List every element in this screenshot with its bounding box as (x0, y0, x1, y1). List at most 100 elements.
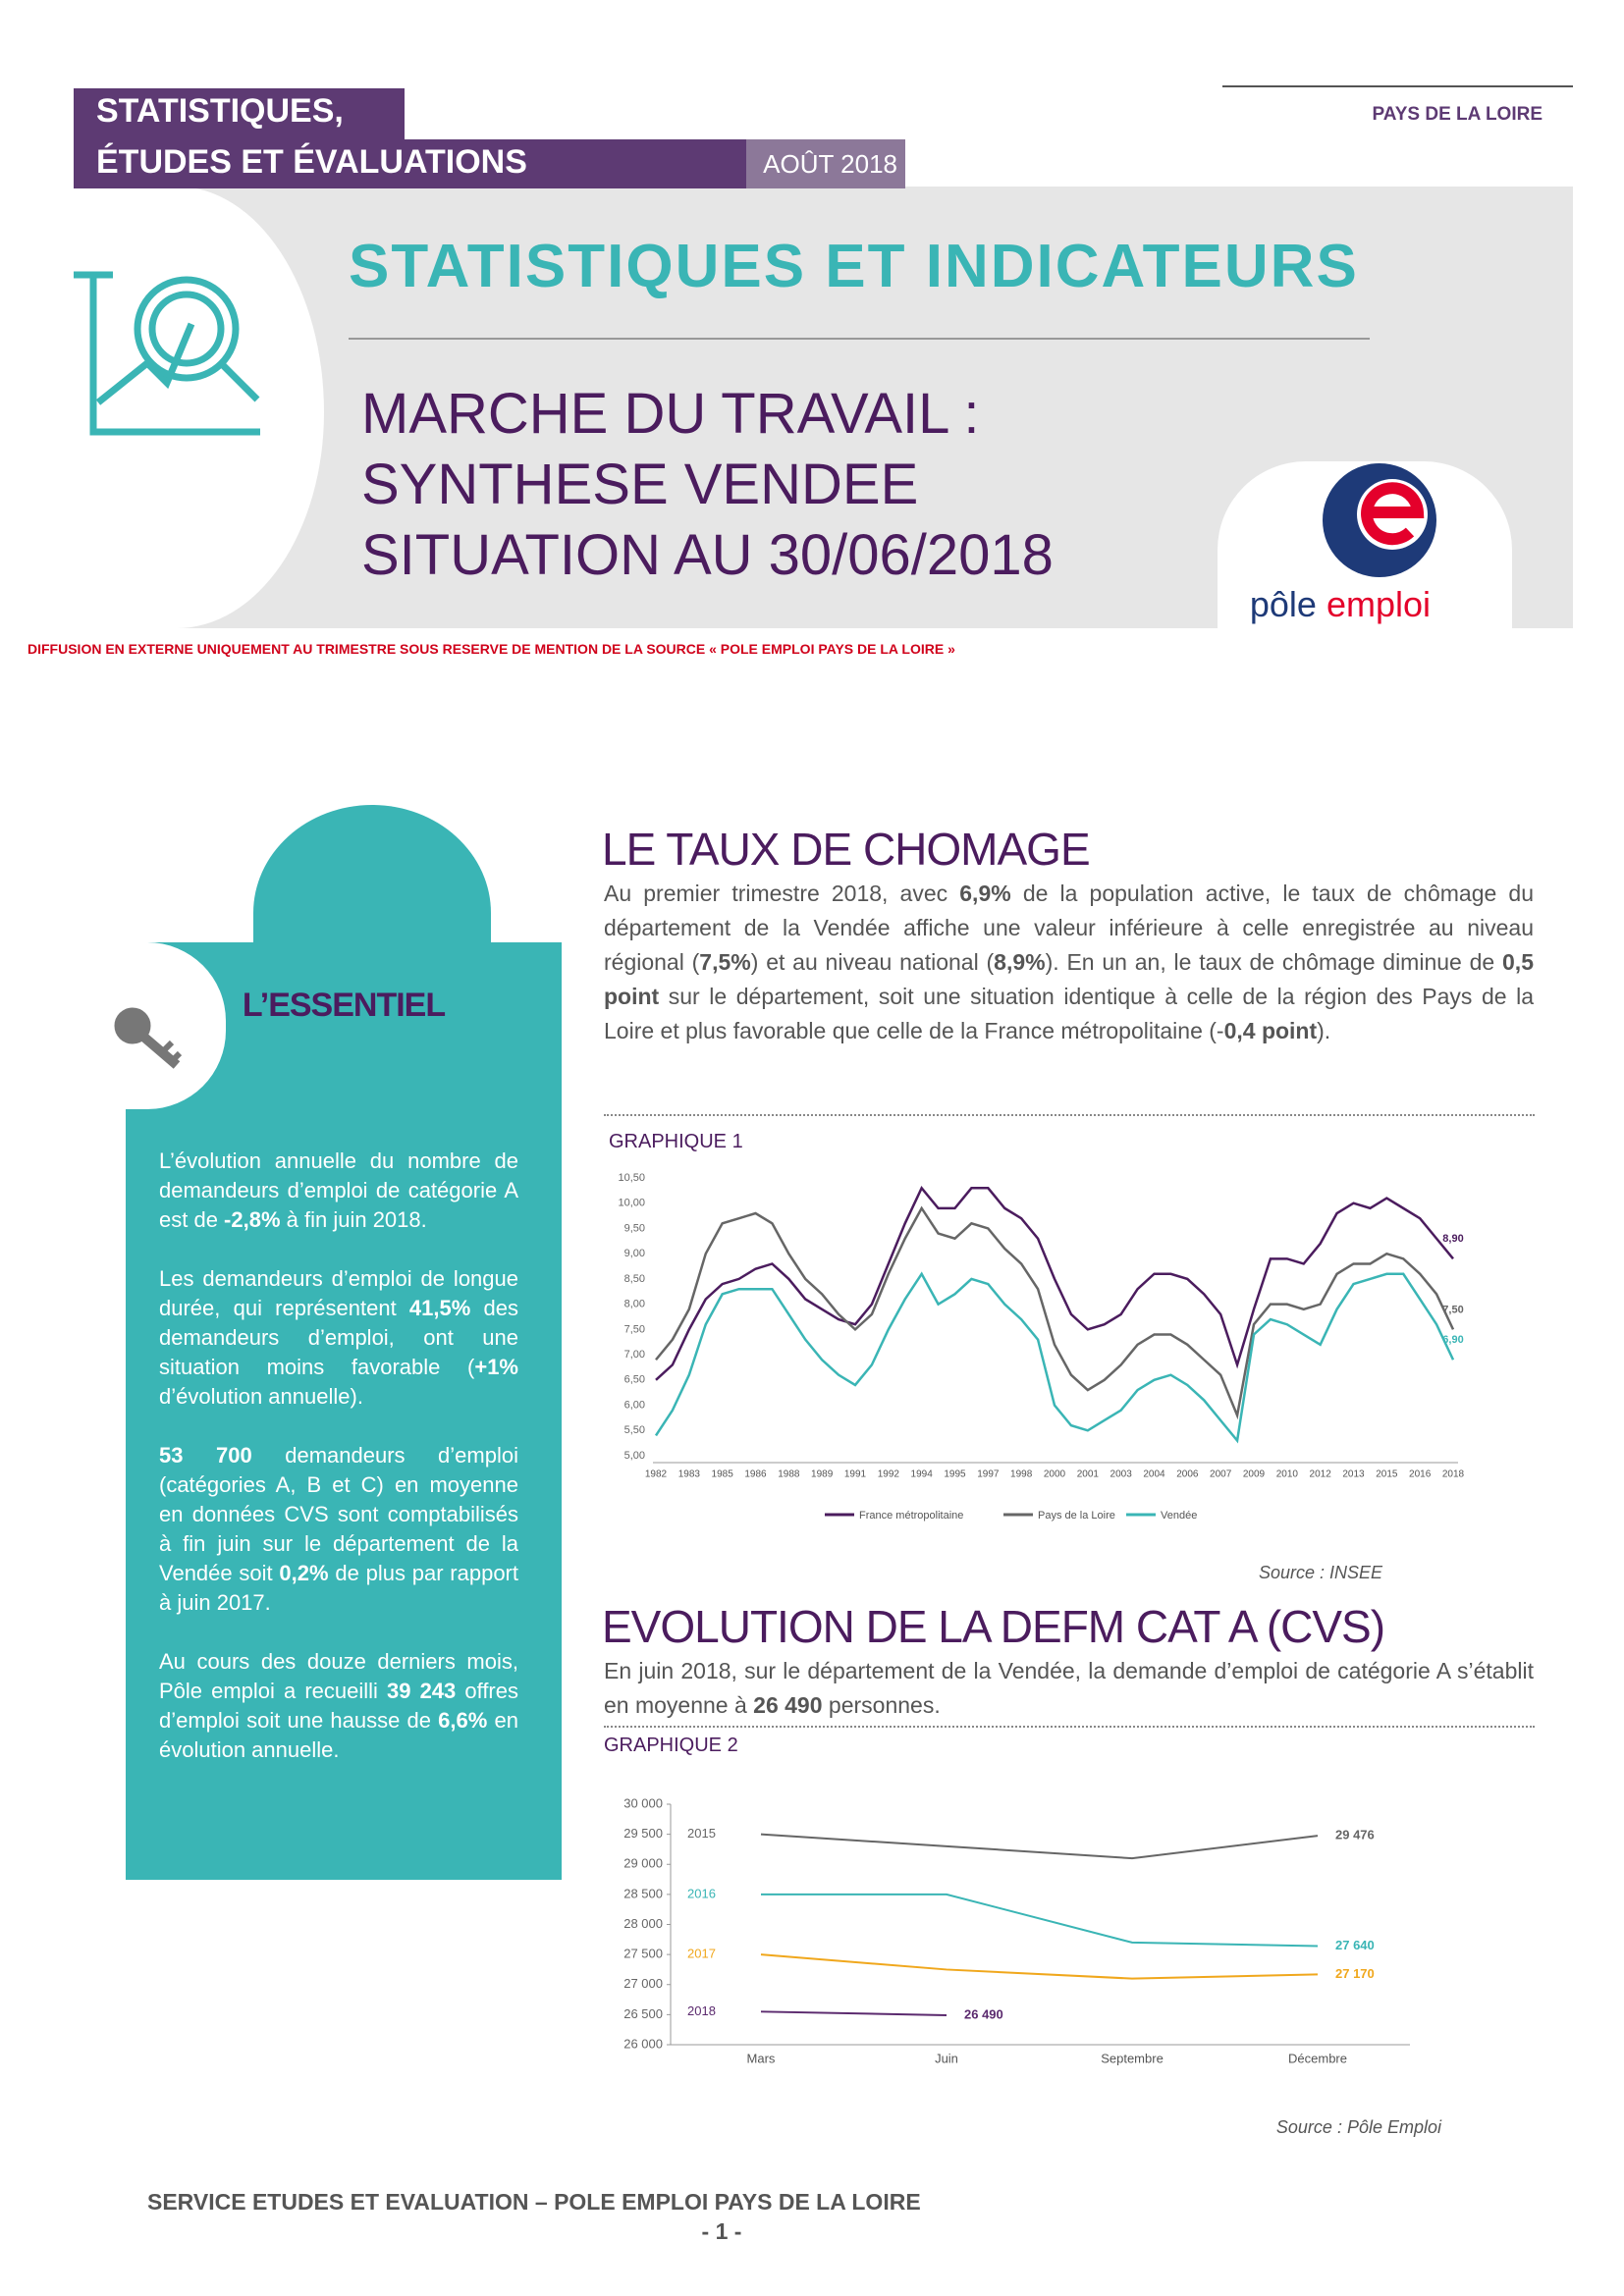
text-run: en évolution annuelle. (159, 1708, 518, 1762)
key-icon (114, 1007, 183, 1069)
x-tick-label: 2009 (1243, 1469, 1266, 1480)
x-tick-label: 1989 (811, 1469, 834, 1480)
x-tick-label: 1994 (911, 1469, 934, 1480)
value-label: 27 170 (1335, 1966, 1375, 1981)
y-tick-label: 6,50 (624, 1374, 645, 1386)
series-line (760, 1953, 1319, 1980)
text-run: sur le département, soit une situation i… (604, 984, 1534, 1043)
y-tick-label: 9,00 (624, 1248, 645, 1259)
legend-label: Pays de la Loire (1038, 1510, 1115, 1522)
x-tick-label: 1997 (977, 1469, 1000, 1480)
paragraph: Au cours des douze derniers mois, Pôle e… (159, 1647, 518, 1765)
x-tick-label: 1991 (844, 1469, 867, 1480)
series-line (761, 1893, 1319, 1948)
separator (604, 1114, 1535, 1116)
region: PAYS DE LA LOIRE (1372, 104, 1543, 125)
value-label: 7,50 (1442, 1304, 1463, 1315)
x-tick-label: 1995 (944, 1469, 966, 1480)
y-tick-label: 5,50 (624, 1424, 645, 1436)
essentiel-tab (253, 805, 491, 942)
y-tick-label: 27 000 (623, 1976, 663, 1991)
section-heading: LE TAUX DE CHOMAGE (602, 824, 1091, 875)
x-tick-label: 2018 (1442, 1469, 1465, 1480)
x-tick-label: 1988 (778, 1469, 800, 1480)
series-label: 2016 (687, 1886, 716, 1900)
text-run: à fin juin 2018. (280, 1207, 427, 1232)
y-tick-label: 10,50 (618, 1172, 645, 1184)
x-tick-label: 1983 (678, 1469, 701, 1480)
banner-cutout (74, 187, 324, 628)
title-line: SYNTHESE VENDEE (361, 453, 919, 516)
x-tick-label: 1982 (645, 1469, 668, 1480)
bold-text: 0,5 point (604, 949, 1534, 1009)
y-tick-label: 10,00 (618, 1198, 645, 1209)
bold-text: 8,9% (994, 949, 1046, 975)
value-label: 8,90 (1442, 1233, 1463, 1245)
value-label: 27 640 (1335, 1938, 1375, 1952)
graphic-label: GRAPHIQUE 2 (604, 1735, 738, 1756)
logo-word: emploi (1326, 584, 1431, 624)
text-run: En juin 2018, sur le département de la V… (604, 1658, 1534, 1718)
graphic-label: GRAPHIQUE 1 (609, 1131, 743, 1152)
text-run: demandeurs d’emploi (catégories A, B et … (159, 1443, 518, 1585)
legend-label: Vendée (1161, 1510, 1197, 1522)
series-box (74, 88, 405, 142)
x-tick-label: 1986 (744, 1469, 767, 1480)
separator (604, 1726, 1535, 1728)
series-label: 2018 (687, 2003, 716, 2018)
source: Source : Pôle Emploi (1275, 2117, 1441, 2137)
series-box (74, 139, 746, 188)
paragraph: 53 700 demandeurs d’emploi (catégories A… (159, 1441, 518, 1618)
bold-text: -2,8% (224, 1207, 281, 1232)
x-tick-label: 2012 (1310, 1469, 1332, 1480)
y-tick-label: 28 000 (623, 1916, 663, 1931)
logo (1323, 463, 1436, 577)
x-tick-label: 2007 (1210, 1469, 1232, 1480)
x-tick-label: 2001 (1077, 1469, 1100, 1480)
y-tick-label: 28 500 (623, 1886, 663, 1900)
text-run: ). En un an, le taux de chômage diminue … (1045, 949, 1503, 975)
date-box (746, 139, 905, 188)
text-run: Au cours des douze derniers mois, Pôle e… (159, 1649, 518, 1703)
x-tick-label: Décembre (1288, 2051, 1347, 2065)
x-tick-label: 2003 (1110, 1469, 1133, 1480)
series-name: STATISTIQUES, (96, 92, 344, 130)
source: Source : INSEE (1258, 1563, 1382, 1582)
paragraph: Les demandeurs d’emploi de longue durée,… (159, 1264, 518, 1412)
x-tick-label: 2016 (1409, 1469, 1432, 1480)
title-line: SITUATION AU 30/06/2018 (361, 523, 1054, 587)
x-tick-label: 2010 (1276, 1469, 1299, 1480)
footer: SERVICE ETUDES ET EVALUATION – POLE EMPL… (147, 2189, 921, 2215)
x-tick-label: Mars (747, 2051, 776, 2065)
key-cutout (126, 942, 226, 1109)
x-tick-label: 1985 (712, 1469, 734, 1480)
icon (74, 271, 260, 436)
text-run: personnes. (822, 1692, 941, 1718)
bold-text: 7,5% (699, 949, 751, 975)
value-label: 26 490 (964, 2006, 1003, 2021)
text-run: Les demandeurs d’emploi de longue durée,… (159, 1266, 518, 1320)
bold-text: 0,4 point (1223, 1018, 1318, 1043)
y-tick-label: 8,50 (624, 1273, 645, 1285)
y-tick-label: 29 000 (623, 1856, 663, 1871)
x-tick-label: 2013 (1342, 1469, 1365, 1480)
bold-text: 26 490 (753, 1692, 823, 1718)
y-tick-label: 6,00 (624, 1399, 645, 1411)
y-tick-label: 7,00 (624, 1349, 645, 1361)
y-tick-label: 26 500 (623, 2006, 663, 2021)
value-label: 6,90 (1442, 1334, 1463, 1346)
series-label: 2017 (687, 1947, 716, 1961)
y-tick-label: 9,50 (624, 1222, 645, 1234)
text-run: de la population active, le taux de chôm… (604, 881, 1534, 975)
paragraph: L’évolution annuelle du nombre de demand… (159, 1147, 518, 1235)
x-tick-label: 1992 (878, 1469, 900, 1480)
bold-text: 6,9% (959, 881, 1011, 906)
bold-text: 41,5% (408, 1296, 471, 1320)
x-tick-label: 2006 (1176, 1469, 1199, 1480)
text-run: ) et au niveau national ( (750, 949, 995, 975)
text-run: Au premier trimestre 2018, avec (604, 881, 960, 906)
paragraph: En juin 2018, sur le département de la V… (604, 1654, 1534, 1723)
y-tick-label: 5,00 (624, 1450, 645, 1462)
series-name: ÉTUDES ET ÉVALUATIONS (96, 143, 527, 181)
